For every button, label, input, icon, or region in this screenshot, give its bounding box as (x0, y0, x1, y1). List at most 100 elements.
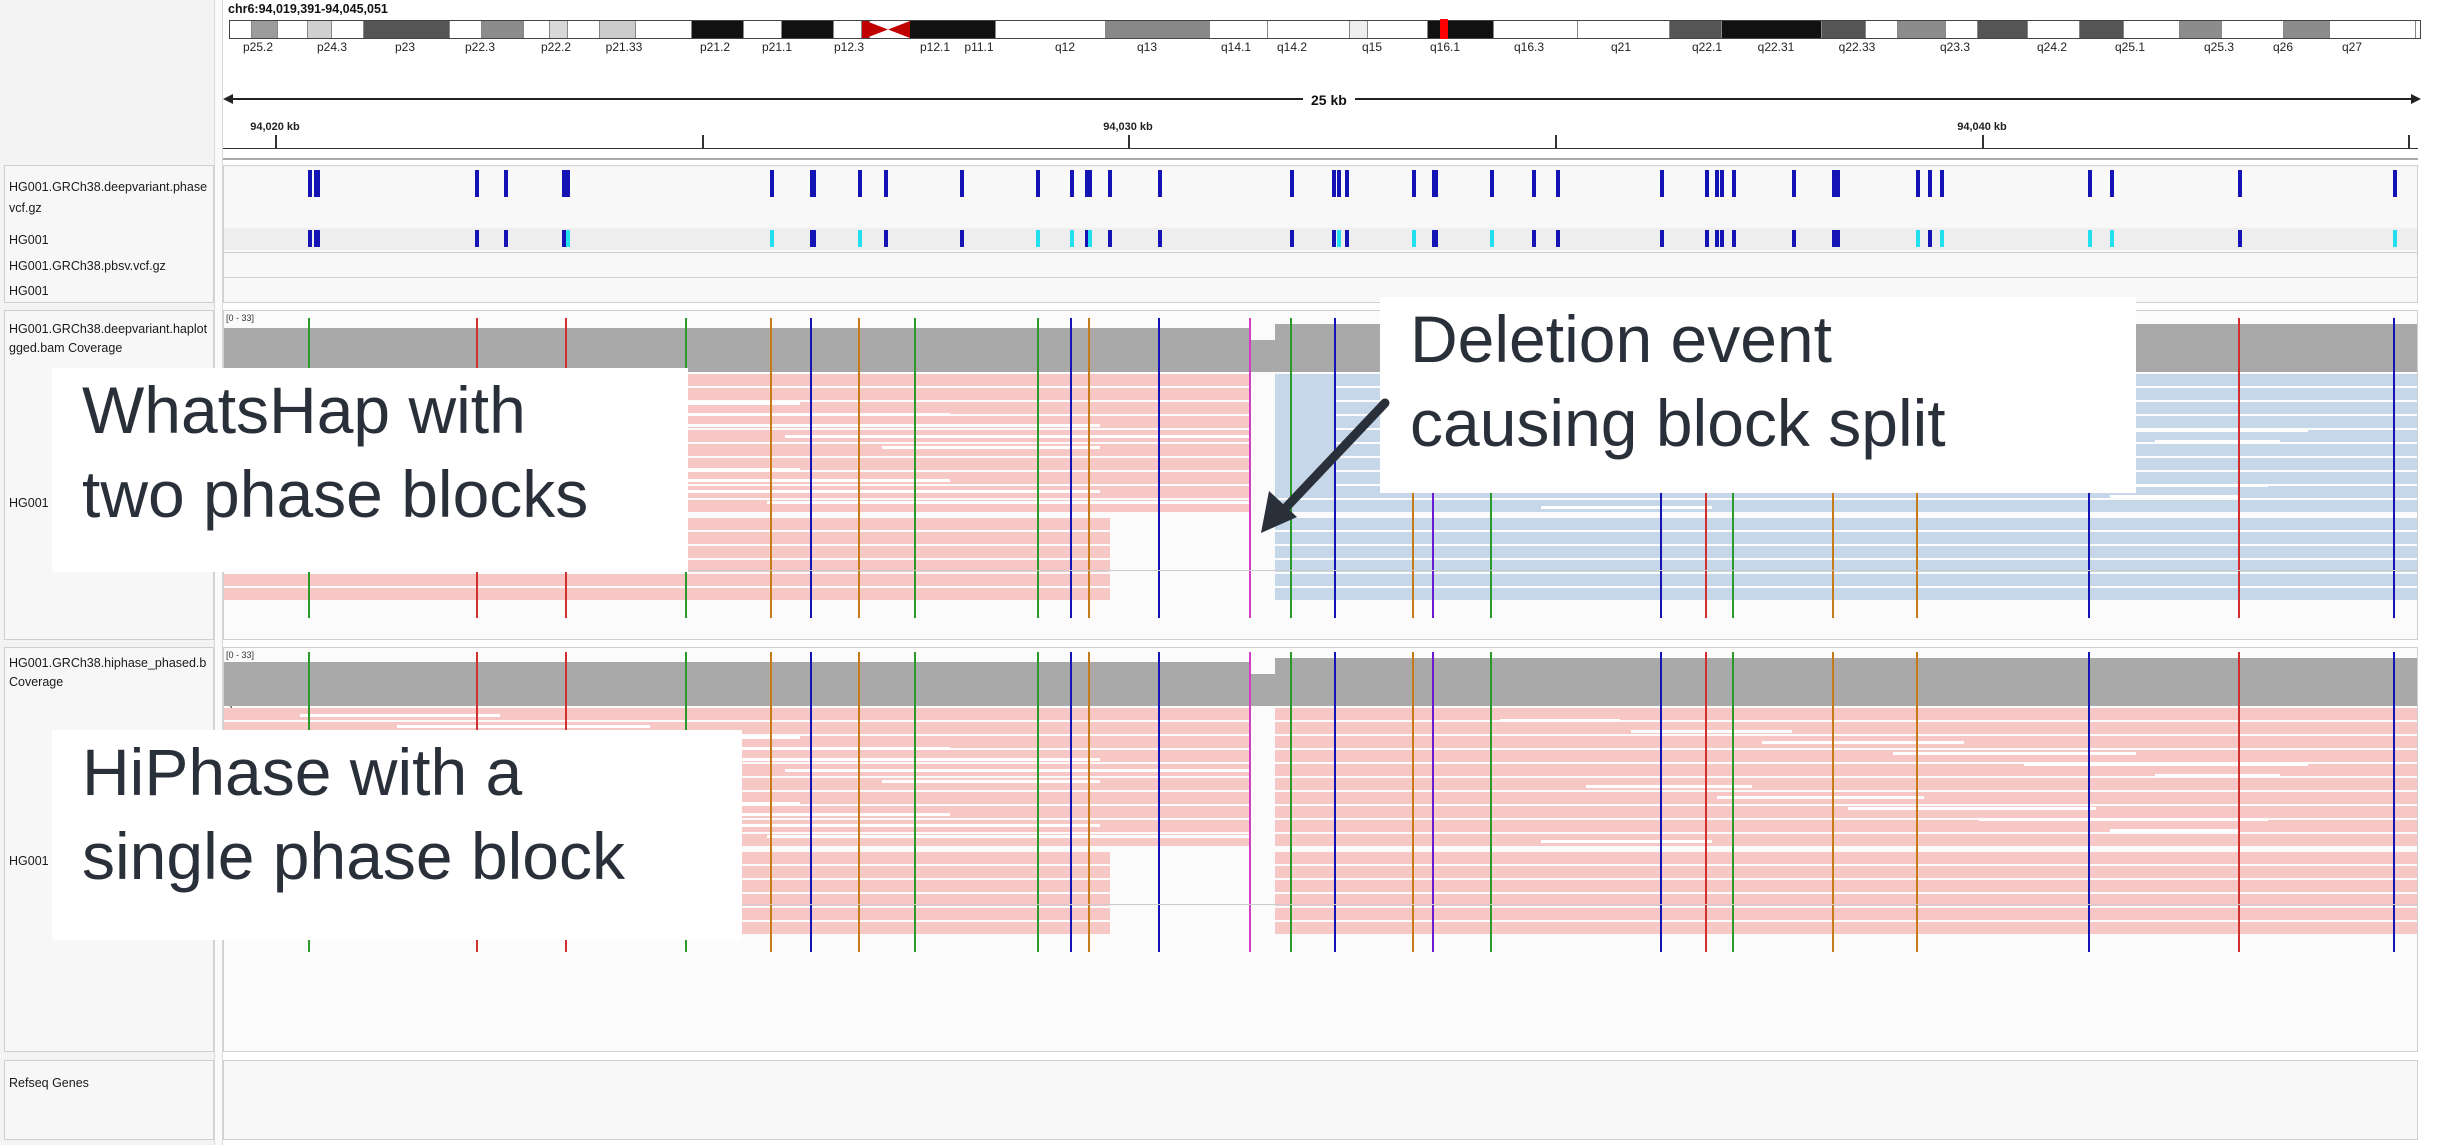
mismatch-column[interactable] (1249, 652, 1251, 952)
aligned-read[interactable] (224, 708, 1250, 720)
mismatch-column[interactable] (810, 318, 812, 618)
read-gap[interactable] (1717, 796, 1924, 799)
read-gap[interactable] (397, 725, 650, 728)
variant-marker[interactable] (1720, 170, 1724, 197)
read-gap[interactable] (573, 479, 950, 482)
genotype-marker[interactable] (1332, 230, 1336, 247)
read-gap[interactable] (785, 769, 1250, 772)
genotype-marker[interactable] (1792, 230, 1796, 247)
genotype-marker[interactable] (1732, 230, 1736, 247)
genotype-marker[interactable] (1720, 230, 1724, 247)
variant-marker[interactable] (1792, 170, 1796, 197)
aligned-read[interactable] (1275, 546, 2417, 558)
aligned-read[interactable] (1275, 750, 2417, 762)
variant-marker[interactable] (1332, 170, 1336, 197)
genotype-marker[interactable] (1290, 230, 1294, 247)
aligned-read[interactable] (1275, 852, 2417, 864)
mismatch-column[interactable] (2238, 318, 2240, 618)
variant-marker[interactable] (1556, 170, 1560, 197)
genotype-marker[interactable] (770, 230, 774, 247)
genotype-marker[interactable] (858, 230, 862, 247)
variant-marker[interactable] (2088, 170, 2092, 197)
genotype-marker[interactable] (316, 230, 320, 247)
track-name-sv-sample[interactable]: HG001 (9, 284, 49, 298)
mismatch-column[interactable] (2393, 652, 2395, 952)
genotype-marker[interactable] (1660, 230, 1664, 247)
aligned-read[interactable] (1275, 764, 2417, 776)
genotype-marker[interactable] (1158, 230, 1162, 247)
aligned-read[interactable] (1275, 588, 2417, 600)
mismatch-column[interactable] (1732, 652, 1734, 952)
variant-marker[interactable] (1715, 170, 1719, 197)
read-gap[interactable] (2024, 429, 2308, 432)
variant-marker[interactable] (1036, 170, 1040, 197)
read-gap[interactable] (300, 714, 500, 717)
genotype-marker[interactable] (504, 230, 508, 247)
aligned-read[interactable] (1275, 778, 2417, 790)
genotype-marker[interactable] (1108, 230, 1112, 247)
track-name-bam1-coverage[interactable]: HG001.GRCh38.deepvariant.haplot (9, 322, 208, 336)
variant-marker[interactable] (566, 170, 570, 197)
variant-marker[interactable] (1705, 170, 1709, 197)
aligned-read[interactable] (1275, 820, 2417, 832)
variant-marker[interactable] (1836, 170, 1840, 197)
genotype-marker[interactable] (2088, 230, 2092, 247)
mismatch-column[interactable] (914, 652, 916, 952)
variant-marker[interactable] (1490, 170, 1494, 197)
refseq-data-panel[interactable] (223, 1060, 2418, 1140)
read-gap[interactable] (2155, 440, 2280, 443)
variant-marker[interactable] (1345, 170, 1349, 197)
genotype-marker[interactable] (2238, 230, 2242, 247)
variant-marker[interactable] (812, 170, 816, 197)
mismatch-column[interactable] (810, 652, 812, 952)
genotype-marker[interactable] (1337, 230, 1341, 247)
track-name-sv[interactable]: HG001.GRCh38.pbsv.vcf.gz (9, 259, 166, 273)
read-gap[interactable] (1979, 818, 2268, 821)
aligned-read[interactable] (1275, 866, 2417, 878)
coverage-track[interactable] (224, 662, 1249, 706)
variant-marker[interactable] (562, 170, 566, 197)
aligned-read[interactable] (1275, 708, 2417, 720)
genotype-marker[interactable] (1832, 230, 1836, 247)
panel-divider[interactable] (214, 0, 223, 1145)
read-gap[interactable] (785, 435, 1250, 438)
read-gap[interactable] (882, 780, 1100, 783)
variant-marker[interactable] (1940, 170, 1944, 197)
read-gap[interactable] (573, 813, 950, 816)
mismatch-column[interactable] (1660, 652, 1662, 952)
group-divider[interactable] (224, 570, 2417, 571)
mismatch-column[interactable] (1158, 318, 1160, 618)
read-gap[interactable] (670, 824, 1100, 827)
variant-marker[interactable] (1070, 170, 1074, 197)
track-name-vcf-sample[interactable]: HG001 (9, 233, 49, 247)
genotype-marker[interactable] (1412, 230, 1416, 247)
genotype-marker[interactable] (566, 230, 570, 247)
read-gap[interactable] (1500, 719, 1620, 722)
read-gap[interactable] (688, 758, 1100, 761)
variant-marker[interactable] (884, 170, 888, 197)
mismatch-column[interactable] (770, 318, 772, 618)
genotype-marker[interactable] (960, 230, 964, 247)
variant-marker[interactable] (1088, 170, 1092, 197)
mismatch-column[interactable] (1249, 318, 1251, 618)
aligned-read[interactable] (1275, 574, 2417, 586)
variant-marker[interactable] (1290, 170, 1294, 197)
read-gap[interactable] (670, 490, 1100, 493)
mismatch-column[interactable] (1037, 652, 1039, 952)
genotype-marker[interactable] (2110, 230, 2114, 247)
aligned-read[interactable] (1275, 894, 2417, 906)
coverage-track[interactable] (1275, 658, 2417, 706)
mismatch-column[interactable] (1916, 652, 1918, 952)
variant-marker[interactable] (1158, 170, 1162, 197)
read-gap[interactable] (1893, 752, 2136, 755)
variant-marker[interactable] (316, 170, 320, 197)
aligned-read[interactable] (224, 588, 1110, 600)
chromosome-ideogram[interactable] (229, 19, 2421, 39)
track-name-refseq[interactable]: Refseq Genes (9, 1076, 89, 1090)
mismatch-column[interactable] (1290, 318, 1292, 618)
group-divider[interactable] (224, 904, 2417, 905)
variant-marker[interactable] (308, 170, 312, 197)
track-name-bam1-reads[interactable]: HG001 (9, 496, 49, 510)
genotype-marker[interactable] (1836, 230, 1840, 247)
mismatch-column[interactable] (1705, 652, 1707, 952)
